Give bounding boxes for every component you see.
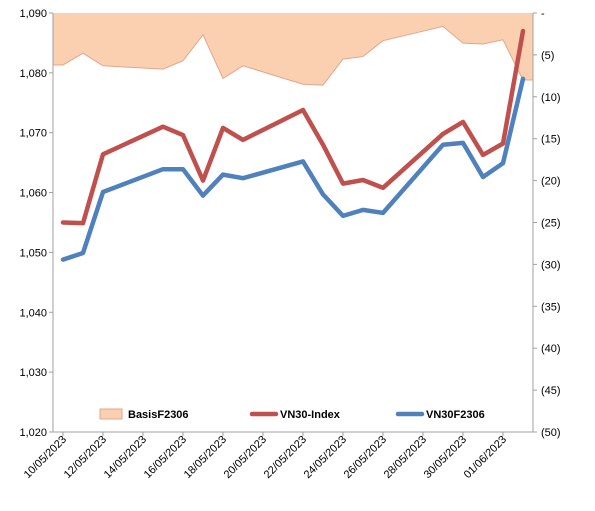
y-right-tick-label: (40) — [541, 343, 561, 355]
y-left-tick-label: 1,070 — [19, 128, 47, 140]
legend-label-vn30f2306: VN30F2306 — [426, 409, 485, 421]
y-left-tick-label: 1,080 — [19, 68, 47, 80]
series-line-vn30f2306 — [60, 76, 526, 262]
lines-layer — [60, 28, 526, 262]
legend: BasisF2306 VN30-Index VN30F2306 — [99, 408, 485, 421]
area-layer — [53, 13, 533, 86]
legend-label-basisf2306: BasisF2306 — [128, 409, 189, 421]
y-axis-right: - (5) (10) (15) (20) (25) (30) (35) (40) (45) (50) — [533, 8, 561, 439]
y-right-tick-label: (5) — [541, 50, 554, 62]
y-right-tick-label: (20) — [541, 176, 561, 188]
y-right-tick-label: - — [541, 8, 545, 20]
y-right-tick-label: (10) — [541, 92, 561, 104]
series-line-vn30-index — [60, 28, 526, 226]
y-right-tick-label: (45) — [541, 385, 561, 397]
y-left-tick-label: 1,050 — [19, 247, 47, 259]
legend-swatch-basisf2306 — [99, 408, 123, 420]
x-axis: 10/05/202312/05/202314/05/202316/05/2023… — [22, 432, 509, 481]
x-tick-label: 01/06/2023 — [462, 434, 509, 481]
y-left-tick-label: 1,090 — [19, 8, 47, 20]
y-right-tick-label: (15) — [541, 134, 561, 146]
y-left-tick-label: 1,040 — [19, 307, 47, 319]
basis-area — [53, 13, 533, 86]
legend-label-vn30-index: VN30-Index — [280, 409, 341, 421]
y-axis-left: 1,020 1,030 1,040 1,050 1,060 1,070 1,080 1,090 — [19, 8, 53, 439]
y-left-tick-label: 1,020 — [19, 427, 47, 439]
y-left-tick-label: 1,060 — [19, 188, 47, 200]
y-left-tick-label: 1,030 — [19, 367, 47, 379]
y-right-tick-label: (35) — [541, 301, 561, 313]
y-right-tick-label: (25) — [541, 218, 561, 230]
y-right-tick-label: (30) — [541, 259, 561, 271]
y-right-tick-label: (50) — [541, 427, 561, 439]
basis-area-edge — [53, 25, 533, 86]
